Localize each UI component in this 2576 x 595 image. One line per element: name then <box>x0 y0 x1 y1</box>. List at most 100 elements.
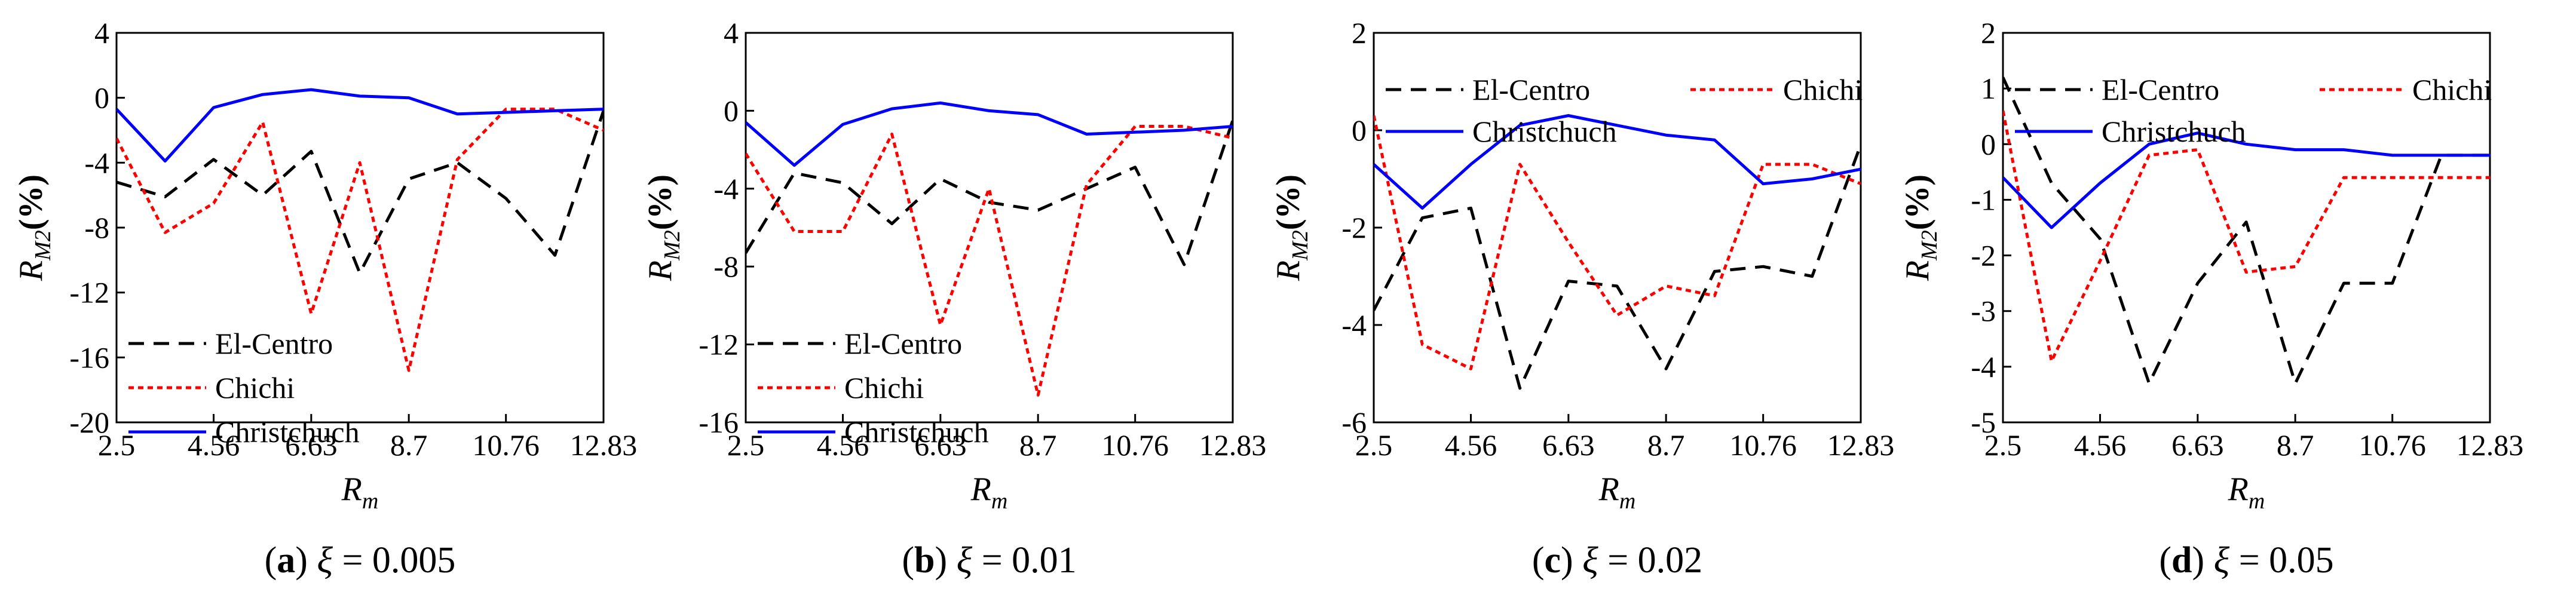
caption-open-paren: ( <box>2159 540 2171 581</box>
x-tick-label: 8.7 <box>390 428 428 462</box>
y-axis-title-main: R <box>642 260 679 281</box>
x-axis-title-main: R <box>2228 471 2249 508</box>
caption-xi-symbol: ξ <box>2214 540 2230 581</box>
x-tick-label: 8.7 <box>1019 428 1057 462</box>
y-tick-label: -12 <box>699 328 739 361</box>
y-axis-title-main: R <box>1899 260 1936 281</box>
x-axis-title-main: R <box>1598 471 1619 508</box>
y-tick-label: -1 <box>1971 183 1996 216</box>
legend-label-chichi: Chichi <box>2412 73 2492 106</box>
y-axis-title: RM2(%) <box>1270 174 1313 281</box>
x-tick-label: 12.83 <box>1199 428 1267 462</box>
y-tick-label: 4 <box>94 16 109 50</box>
series-line-chichi <box>2003 110 2490 363</box>
y-axis-title-unit: (%) <box>13 174 50 230</box>
series-line-christchurch <box>2003 131 2490 229</box>
caption-close-paren: ) <box>1561 540 1582 581</box>
y-tick-label: -8 <box>713 250 739 283</box>
x-tick-label: 4.56 <box>817 428 869 462</box>
x-tick-label: 4.56 <box>1445 428 1497 462</box>
x-axis-title-sub: m <box>2249 489 2265 514</box>
x-tick-label: 8.7 <box>1647 428 1685 462</box>
caption-close-paren: ) <box>295 540 317 581</box>
y-tick-label: -2 <box>1341 211 1367 244</box>
plot-frame <box>115 32 605 424</box>
legend-label-chichi: Chichi <box>1783 73 1863 106</box>
legend-label-christchurch: Christchuch <box>2102 115 2246 148</box>
x-axis-title: Rm <box>341 471 379 514</box>
chart-panel-1: 4 0 -4 -8 -12 -16 -202.5 4.56 6.63 8.7 10.76 12.83 R… <box>13 16 637 581</box>
series-line-el_centro <box>746 119 1233 266</box>
x-axis-title: Rm <box>1598 471 1636 514</box>
panel-caption: (c) ξ = 0.02 <box>1532 540 1702 581</box>
series-line-chichi <box>746 125 1233 397</box>
x-tick-label: 2.5 <box>1984 428 2022 462</box>
x-tick-label: 6.63 <box>914 428 967 462</box>
chart-panel-3: 20-2-4-62.5 4.56 6.63 8.7 10.76 12.83RmRM2(%)… <box>1270 16 1894 581</box>
caption-letter: a <box>277 540 295 581</box>
legend-label-el_centro: El-Centro <box>844 327 962 360</box>
x-tick-label: 2.5 <box>727 428 765 462</box>
caption-xi-symbol: ξ <box>317 540 333 581</box>
x-tick-label: 8.7 <box>2277 428 2314 462</box>
series-line-el_centro <box>2003 76 2490 385</box>
x-tick-label: 10.76 <box>2358 428 2426 462</box>
x-tick-label: 6.63 <box>1542 428 1595 462</box>
x-tick-label: 2.5 <box>1355 428 1393 462</box>
y-axis-title: RM2(%) <box>13 174 56 281</box>
y-tick-label: 0 <box>1352 114 1367 147</box>
y-tick-label: -3 <box>1971 295 1996 328</box>
x-axis-title: Rm <box>2228 471 2265 514</box>
caption-letter: d <box>2171 540 2192 581</box>
y-tick-label: 1 <box>1981 72 1996 105</box>
y-axis-title-sub: M2 <box>30 230 56 261</box>
y-tick-label: -2 <box>1971 239 1996 272</box>
series-line-christchurch <box>1374 114 1861 210</box>
legend-label-christchurch: Christchuch <box>1472 115 1617 148</box>
legend-label-el_centro: El-Centro <box>215 327 333 360</box>
y-axis-title: RM2(%) <box>1899 174 1942 281</box>
y-axis-title-sub: M2 <box>1917 230 1942 261</box>
panel-caption: (b) ξ = 0.01 <box>902 540 1076 581</box>
legend-label-chichi: Chichi <box>215 371 295 404</box>
caption-open-paren: ( <box>902 540 914 581</box>
plot-frame <box>745 32 1234 424</box>
caption-value: = 0.005 <box>333 540 455 581</box>
x-tick-label: 12.83 <box>570 428 638 462</box>
y-tick-label: -5 <box>1971 406 1996 439</box>
y-tick-label: -6 <box>1341 406 1367 439</box>
x-axis-title-sub: m <box>1619 489 1635 514</box>
x-tick-label: 6.63 <box>2171 428 2224 462</box>
x-tick-label: 4.56 <box>2074 428 2127 462</box>
chart-panel-4: 210-1-2-3-4-52.5 4.56 6.63 8.7 10.76 12.83RmR… <box>1899 16 2523 581</box>
x-tick-label: 12.83 <box>1827 428 1895 462</box>
y-axis-title-unit: (%) <box>1899 174 1936 230</box>
y-axis-title-unit: (%) <box>1270 174 1307 230</box>
y-tick-label: -16 <box>69 341 109 374</box>
y-tick-label: -20 <box>69 406 109 439</box>
caption-letter: c <box>1544 540 1561 581</box>
y-axis-title: RM2(%) <box>642 174 685 281</box>
caption-close-paren: ) <box>935 540 956 581</box>
caption-letter: b <box>914 540 935 581</box>
caption-open-paren: ( <box>1532 540 1545 581</box>
y-tick-label: 2 <box>1981 16 1996 50</box>
x-axis-title-main: R <box>341 471 362 508</box>
x-tick-label: 10.76 <box>1101 428 1169 462</box>
x-tick-label: 10.76 <box>1729 428 1797 462</box>
y-tick-label: 4 <box>724 16 739 50</box>
x-axis-title: Rm <box>970 471 1008 514</box>
y-tick-label: 0 <box>724 94 739 127</box>
x-tick-label: 4.56 <box>188 428 240 462</box>
y-tick-label: -16 <box>699 406 739 439</box>
x-tick-label: 6.63 <box>285 428 338 462</box>
caption-value: = 0.01 <box>972 540 1076 581</box>
y-axis-title-sub: M2 <box>1288 230 1313 261</box>
y-tick-label: -12 <box>69 276 109 309</box>
legend-label-el_centro: El-Centro <box>1472 73 1590 106</box>
y-axis-title-unit: (%) <box>642 174 679 230</box>
x-tick-label: 12.83 <box>2456 428 2524 462</box>
y-tick-label: -4 <box>84 146 109 179</box>
caption-value: = 0.05 <box>2229 540 2333 581</box>
